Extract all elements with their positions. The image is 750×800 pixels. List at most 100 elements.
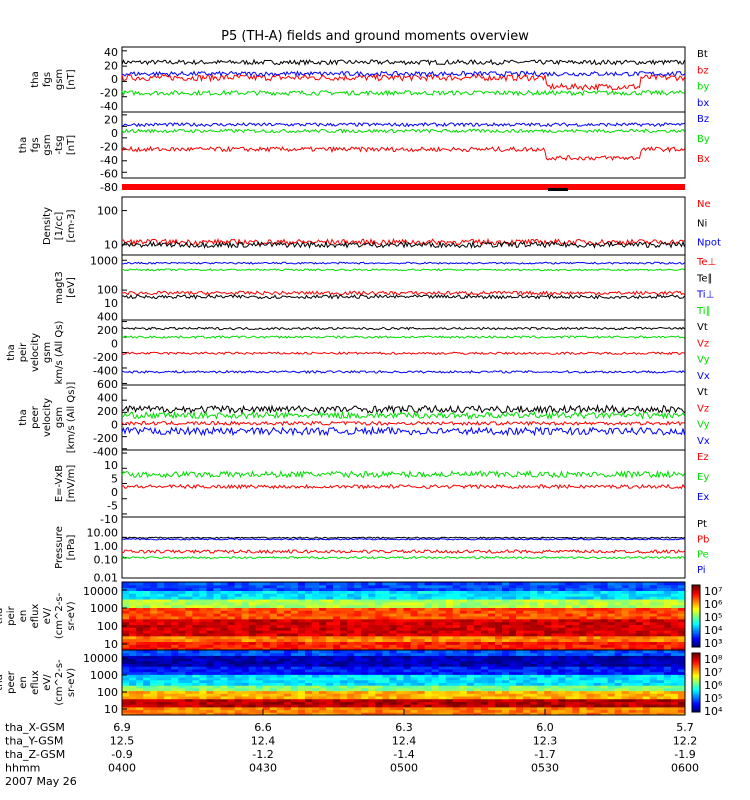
- spectrogram-cell: [551, 698, 559, 702]
- spectrogram-cell: [579, 613, 587, 617]
- spectrogram-cell: [509, 587, 517, 591]
- spectrogram-cell: [459, 687, 468, 692]
- spectrogram-cell: [445, 668, 454, 673]
- spectrogram-cell: [297, 706, 306, 711]
- spectrogram-cell: [340, 658, 348, 662]
- spectrogram-cell: [649, 693, 658, 697]
- spectrogram-cell: [143, 679, 151, 683]
- spectrogram-cell: [516, 610, 524, 614]
- spectrogram-cell: [129, 633, 137, 637]
- spectrogram-cell: [192, 616, 200, 620]
- spectrogram-cell: [150, 677, 158, 681]
- spectrogram-cell: [171, 666, 179, 670]
- spectrogram-cell: [403, 655, 412, 659]
- spectrogram-cell: [396, 613, 404, 617]
- spectrogram-cell: [269, 709, 278, 713]
- spectrogram-cell: [192, 696, 200, 700]
- spectrogram-cell: [537, 668, 545, 673]
- colorbar-segment: [692, 676, 700, 680]
- spectrogram-cell: [523, 624, 531, 628]
- spectrogram-cell: [551, 663, 559, 667]
- spectrogram-cell: [262, 682, 271, 686]
- spectrogram-cell: [424, 701, 433, 705]
- spectrogram-cell: [572, 674, 580, 678]
- spectrogram-cell: [558, 658, 566, 662]
- spectrogram-cell: [445, 706, 454, 711]
- spectrogram-cell: [551, 690, 559, 694]
- spectrogram-cell: [572, 704, 580, 708]
- spectrogram-cell: [157, 663, 165, 667]
- spectrogram-cell: [579, 674, 587, 678]
- spectrogram-cell: [410, 677, 419, 681]
- spectrogram-cell: [269, 663, 278, 667]
- spectrogram-cell: [431, 610, 440, 614]
- spectrogram-cell: [164, 610, 172, 614]
- spectrogram-cell: [326, 638, 334, 642]
- spectrogram-cell: [375, 712, 383, 716]
- spectrogram-cell: [438, 677, 447, 681]
- spectrogram-cell: [389, 706, 397, 711]
- spectrogram-cell: [614, 679, 623, 683]
- spectrogram-cell: [304, 599, 313, 603]
- spectrogram-cell: [424, 596, 433, 600]
- panel-frame-pressure: [121, 516, 686, 579]
- spectrogram-cell: [494, 652, 503, 656]
- colorbar-segment: [692, 658, 700, 662]
- spectrogram-cell: [635, 607, 644, 611]
- spectrogram-cell: [262, 613, 271, 617]
- spectrogram-cell: [445, 599, 454, 603]
- spectrogram-cell: [649, 596, 658, 600]
- spectrogram-cell: [473, 593, 482, 597]
- spectrogram-cell: [283, 712, 292, 716]
- spectrogram-cell: [262, 650, 271, 654]
- spectrogram-cell: [255, 604, 264, 608]
- spectrogram-cell: [199, 596, 207, 600]
- spectrogram-cell: [178, 706, 186, 711]
- spectrogram-cell: [649, 638, 658, 642]
- spectrogram-cell: [656, 687, 665, 692]
- spectrogram-cell: [579, 696, 587, 700]
- spectrogram-cell: [248, 693, 257, 697]
- spectrogram-cell: [438, 704, 447, 708]
- spectrogram-cell: [241, 668, 250, 673]
- spectrogram-cell: [333, 671, 341, 675]
- spectrogram-cell: [663, 658, 672, 662]
- spectrogram-cell: [389, 660, 397, 665]
- spectrogram-cell: [361, 584, 369, 589]
- spectrogram-cell: [417, 593, 426, 597]
- spectrogram-cell: [178, 618, 186, 623]
- spectrogram-cell: [382, 584, 390, 589]
- spectrogram-cell: [572, 660, 580, 665]
- spectrogram-cell: [487, 593, 496, 597]
- spectrogram-cell: [375, 613, 383, 617]
- spectrogram-cell: [614, 655, 623, 659]
- spectrogram-cell: [621, 610, 630, 614]
- spectrogram-cell: [262, 712, 271, 716]
- spectrogram-cell: [389, 607, 397, 611]
- spectrogram-cell: [255, 677, 264, 681]
- spectrogram-cell: [600, 671, 609, 675]
- spectrogram-cell: [396, 687, 404, 692]
- spectrogram-cell: [375, 621, 383, 625]
- spectrogram-cell: [614, 650, 623, 654]
- spectrogram-cell: [199, 704, 207, 708]
- spectrogram-cell: [382, 601, 390, 606]
- spectrogram-cell: [530, 641, 538, 645]
- spectrogram-cell: [677, 668, 686, 673]
- spectrogram-cell: [389, 679, 397, 683]
- spectrogram-cell: [319, 666, 327, 670]
- spectrogram-cell: [375, 658, 383, 662]
- spectrogram-cell: [530, 660, 538, 665]
- spectrogram-cell: [628, 584, 637, 589]
- spectrogram-cell: [143, 655, 151, 659]
- spectrogram-cell: [290, 584, 299, 589]
- spectrogram-cell: [150, 701, 158, 705]
- spectrogram-cell: [445, 644, 454, 648]
- spectrogram-cell: [677, 701, 686, 705]
- spectrogram-cell: [670, 618, 679, 623]
- spectrogram-cell: [304, 658, 313, 662]
- spectrogram-cell: [445, 601, 454, 606]
- y-axis-label-line: tha: [0, 608, 5, 624]
- spectrogram-cell: [502, 599, 510, 603]
- spectrogram-cell: [129, 696, 137, 700]
